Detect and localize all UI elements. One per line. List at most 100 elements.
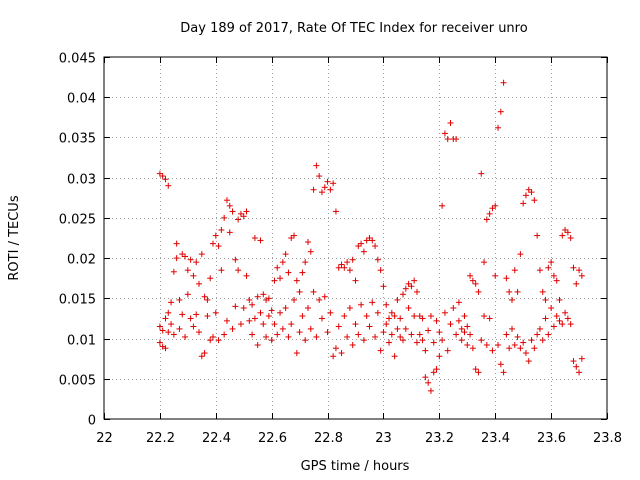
data-point [483,216,490,223]
data-point [304,239,311,246]
data-point [215,243,222,250]
data-point [506,345,513,352]
data-point [397,315,404,322]
data-point [254,293,261,300]
data-point [394,325,401,332]
data-point [221,331,228,338]
data-point [556,317,563,324]
data-point [545,264,552,271]
data-point [503,275,510,282]
data-point [193,259,200,266]
y-tick-label: 0.01 [67,334,96,349]
data-point [386,339,393,346]
data-point [559,321,566,328]
data-point [159,173,166,180]
data-point [260,291,267,298]
data-point [330,180,337,187]
data-point [400,337,407,344]
data-point [425,379,432,386]
data-point [458,337,465,344]
data-point [548,304,555,311]
data-point [422,347,429,354]
data-point [542,315,549,322]
data-point [321,184,328,191]
data-point [176,296,183,303]
data-point [355,331,362,338]
data-point [207,275,214,282]
y-tick-label: 0.015 [59,293,96,308]
data-point [374,309,381,316]
x-tick-label: 22.8 [314,431,343,446]
data-point [341,313,348,320]
data-point [302,259,309,266]
data-point [293,277,300,284]
data-point [223,197,230,204]
data-point [299,313,306,320]
data-point [386,315,393,322]
data-point [318,315,325,322]
data-point [425,327,432,334]
data-point [481,313,488,320]
data-point [430,339,437,346]
data-point [218,267,225,274]
data-point [204,296,211,303]
data-point [173,240,180,247]
data-point [190,272,197,279]
data-point [274,264,281,271]
data-point [271,277,278,284]
data-point [318,189,325,196]
data-point [313,162,320,169]
data-point [492,202,499,209]
x-tick-label: 23.6 [537,431,566,446]
data-point [196,329,203,336]
data-point [232,256,239,263]
data-point [469,277,476,284]
x-tick-label: 23 [375,431,392,446]
data-point [265,313,272,320]
data-point [277,309,284,316]
x-tick-label: 22.6 [258,431,287,446]
data-point [170,268,177,275]
data-point [464,341,471,348]
data-point [578,355,585,362]
data-point [176,325,183,332]
data-point [517,251,524,258]
data-point [383,321,390,328]
data-point [263,333,270,340]
data-point [520,339,527,346]
x-tick-label: 22.4 [202,431,231,446]
y-tick-label: 0.02 [67,253,96,268]
data-point [391,353,398,360]
data-point [332,345,339,352]
data-point [187,256,194,263]
grid-lines [104,57,607,419]
data-point [564,315,571,322]
data-point [226,229,233,236]
data-point [299,269,306,276]
data-point [405,304,412,311]
data-point [391,313,398,320]
y-tick-label: 0.005 [59,374,96,389]
data-point [500,369,507,376]
data-point [548,259,555,266]
data-point [436,353,443,360]
data-point [229,325,236,332]
data-point [514,333,521,340]
data-point [467,272,474,279]
x-tick-label: 22 [96,431,113,446]
data-point [352,277,359,284]
data-point [285,333,292,340]
data-point [324,178,331,185]
data-point [436,329,443,336]
data-point [335,264,342,271]
data-point [296,329,303,336]
data-point [413,339,420,346]
data-point [550,272,557,279]
data-point [467,331,474,338]
data-point [444,136,451,143]
data-point [366,323,373,330]
data-point [377,267,384,274]
data-point [156,323,163,330]
data-point [223,317,230,324]
